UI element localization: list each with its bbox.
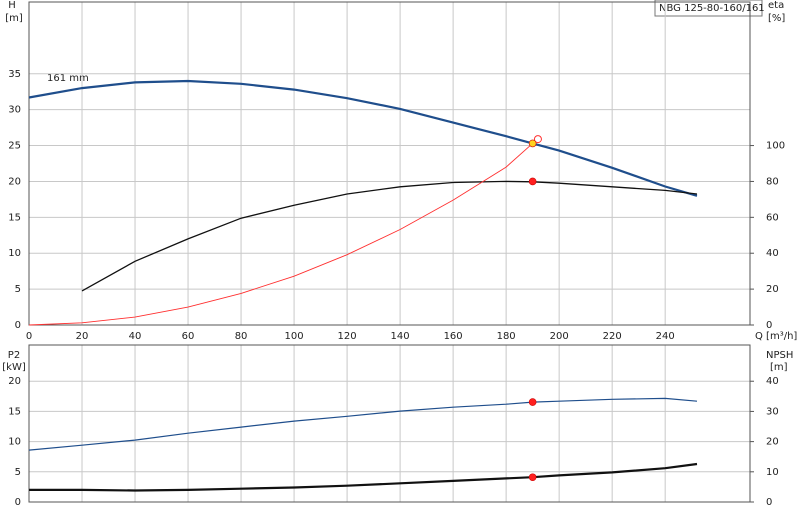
y-tick-label: 20 [8, 176, 21, 187]
x-axis-label: Q [m³/h] [755, 331, 797, 342]
y-axis-label: H [8, 0, 16, 11]
curve [28, 397, 698, 451]
y2-tick-label: 30 [766, 406, 779, 417]
y-tick-label: 35 [8, 69, 21, 80]
curve [29, 462, 698, 492]
y-tick-label: 0 [15, 497, 21, 508]
duty-point [528, 473, 537, 482]
y2-tick-label: 40 [766, 248, 779, 259]
y-tick-label: 5 [15, 467, 21, 478]
y2-axis-unit: [%] [768, 13, 785, 24]
y-axis-unit: [m] [5, 13, 23, 24]
y-tick-label: 5 [15, 284, 21, 295]
y-tick-label: 25 [8, 141, 21, 152]
x-tick-label: 140 [391, 331, 410, 342]
plot-frame [28, 344, 751, 503]
y-tick-label: 0 [15, 320, 21, 331]
x-tick-label: 40 [129, 331, 142, 342]
y-axis-unit: [kW] [2, 362, 26, 373]
x-tick-label: 20 [76, 331, 89, 342]
y2-tick-label: 40 [766, 376, 779, 387]
y2-axis-unit: [m] [770, 362, 788, 373]
x-tick-label: 0 [26, 331, 32, 342]
title-box [654, 0, 763, 17]
y-tick-label: 15 [8, 406, 21, 417]
y2-tick-label: 0 [766, 497, 772, 508]
x-tick-label: 60 [182, 331, 195, 342]
y2-tick-label: 100 [766, 141, 785, 152]
y2-axis-label: NPSH [766, 350, 793, 361]
x-tick-label: 100 [285, 331, 304, 342]
y-tick-label: 30 [8, 105, 21, 116]
x-tick-label: 80 [235, 331, 248, 342]
x-tick-label: 240 [656, 331, 675, 342]
x-tick-label: 220 [603, 331, 622, 342]
x-tick-label: 120 [338, 331, 357, 342]
annotation: 161 mm [47, 73, 89, 84]
y2-tick-label: 80 [766, 176, 779, 187]
y2-tick-label: 60 [766, 212, 779, 223]
y-tick-label: 20 [8, 376, 21, 387]
curve [28, 79, 698, 197]
x-tick-label: 180 [497, 331, 516, 342]
curve [28, 143, 533, 326]
y2-tick-label: 20 [766, 284, 779, 295]
duty-point [528, 139, 537, 148]
y2-tick-label: 0 [766, 320, 772, 331]
duty-point [528, 177, 537, 186]
y-tick-label: 15 [8, 212, 21, 223]
y2-tick-label: 10 [766, 467, 779, 478]
y2-tick-label: 20 [766, 437, 779, 448]
duty-point [528, 398, 537, 406]
x-tick-label: 160 [444, 331, 463, 342]
x-tick-label: 200 [550, 331, 569, 342]
chart-title: NBG 125-80-160/161 [659, 3, 765, 14]
y-tick-label: 10 [8, 437, 21, 448]
y2-axis-label: eta [768, 0, 784, 11]
curve [81, 180, 698, 292]
plot-frame [28, 1, 751, 326]
duty-point [533, 135, 542, 144]
y-tick-label: 10 [8, 248, 21, 259]
y-axis-label: P2 [8, 350, 20, 361]
